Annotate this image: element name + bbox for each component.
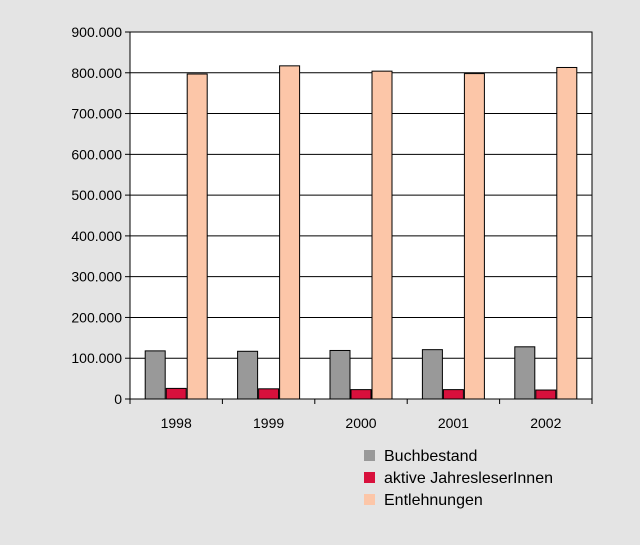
bar-buchbestand-1999 xyxy=(237,350,259,400)
bar-buchbestand-1998 xyxy=(144,350,166,400)
bar-entlehnungen-1999 xyxy=(279,65,301,400)
y-tick-label: 600.000 xyxy=(71,146,122,162)
x-tick-label: 2001 xyxy=(438,415,469,431)
y-tick-label: 100.000 xyxy=(71,350,122,366)
legend-swatch xyxy=(364,450,375,461)
bar-series xyxy=(144,65,578,400)
bar-aktive-jahresleserinnen-1998 xyxy=(165,387,187,400)
bar-aktive-jahresleserinnen-2002 xyxy=(535,389,557,400)
legend-label: Buchbestand xyxy=(384,448,477,465)
bar-entlehnungen-2002 xyxy=(556,66,578,400)
y-tick-label: 700.000 xyxy=(71,106,122,122)
y-tick-label: 400.000 xyxy=(71,228,122,244)
bar-aktive-jahresleserinnen-2000 xyxy=(350,389,372,400)
x-axis: 1998 1999 2000 2001 2002 xyxy=(129,399,593,431)
legend-swatch xyxy=(364,494,375,505)
bar-aktive-jahresleserinnen-2001 xyxy=(442,389,464,400)
y-tick-label: 200.000 xyxy=(71,309,122,325)
legend-label: aktive JahresleserInnen xyxy=(384,470,553,487)
bar-buchbestand-2001 xyxy=(421,349,443,400)
bar-buchbestand-2002 xyxy=(514,346,536,400)
y-tick-label: 300.000 xyxy=(71,269,122,285)
legend-label: Entlehnungen xyxy=(384,492,483,509)
x-tick-label: 1998 xyxy=(161,415,192,431)
x-tick-label: 2002 xyxy=(530,415,561,431)
bar-aktive-jahresleserinnen-1999 xyxy=(258,388,280,400)
legend: Buchbestand aktive JahresleserInnen Entleh… xyxy=(364,448,553,509)
y-tick-label: 800.000 xyxy=(71,65,122,81)
bar-entlehnungen-2001 xyxy=(463,73,485,400)
y-tick-label: 0 xyxy=(114,391,122,407)
y-tick-label: 500.000 xyxy=(71,187,122,203)
y-axis: 0 100.000 200.000 300.000 400.000 500.000 600.… xyxy=(71,24,130,407)
bar-buchbestand-2000 xyxy=(329,349,351,400)
bar-entlehnungen-1998 xyxy=(186,73,208,400)
x-tick-label: 1999 xyxy=(253,415,284,431)
x-tick-label: 2000 xyxy=(345,415,376,431)
y-tick-label: 900.000 xyxy=(71,24,122,40)
legend-swatch xyxy=(364,472,375,483)
bar-entlehnungen-2000 xyxy=(371,70,393,400)
